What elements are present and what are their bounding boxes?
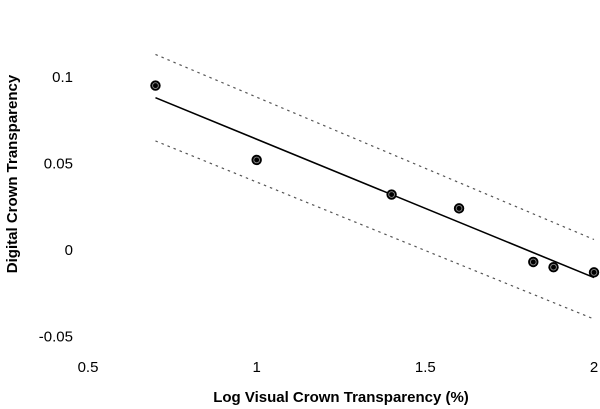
data-points bbox=[150, 80, 600, 278]
y-tick-label: 0.05 bbox=[44, 155, 73, 172]
y-tick-label: 0.1 bbox=[52, 69, 73, 86]
y-axis-label: Digital Crown Transparency bbox=[4, 74, 21, 273]
x-tick-label: 1.5 bbox=[415, 359, 436, 376]
tick-labels: 0.5 1 1.5 2 0.1 0.05 0 -0.05 bbox=[39, 69, 598, 376]
x-tick-label: 2 bbox=[590, 359, 598, 376]
data-point bbox=[251, 154, 262, 166]
data-point bbox=[528, 256, 539, 268]
data-point bbox=[588, 267, 600, 278]
prediction-band bbox=[155, 53, 595, 320]
data-point bbox=[453, 203, 465, 214]
x-axis-label: Log Visual Crown Transparency (%) bbox=[213, 389, 469, 406]
upper-band-line bbox=[155, 53, 595, 241]
y-tick-label: 0 bbox=[65, 242, 73, 259]
y-tick-label: -0.05 bbox=[39, 328, 73, 345]
data-point bbox=[150, 80, 161, 91]
x-tick-label: 0.5 bbox=[78, 359, 99, 376]
regression-line bbox=[155, 96, 595, 279]
data-point bbox=[386, 189, 397, 200]
fit-line bbox=[155, 96, 595, 279]
lower-band-line bbox=[155, 140, 595, 320]
x-tick-label: 1 bbox=[252, 359, 260, 376]
data-point bbox=[548, 261, 559, 273]
